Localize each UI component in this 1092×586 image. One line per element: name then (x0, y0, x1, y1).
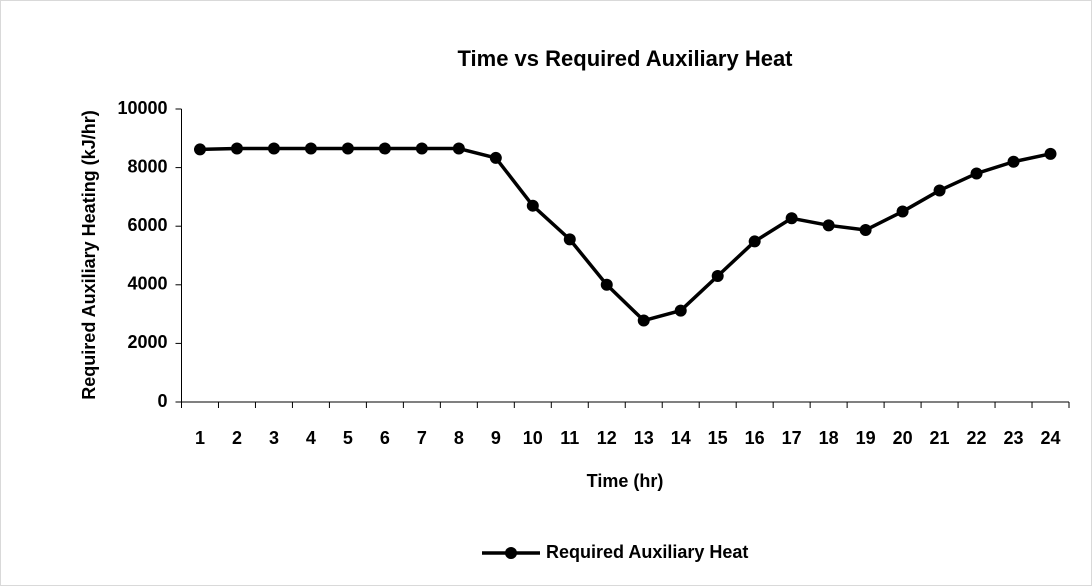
x-axis-label: Time (hr) (587, 471, 664, 491)
data-point (859, 224, 872, 237)
data-point (193, 143, 206, 156)
x-tick-label: 11 (560, 428, 579, 448)
data-point (230, 142, 243, 155)
data-point (378, 142, 391, 155)
x-tick-label: 23 (1004, 428, 1024, 448)
data-point (526, 199, 539, 212)
x-tick-label: 8 (454, 428, 464, 448)
x-tick-label: 13 (634, 428, 654, 448)
x-tick-label: 7 (417, 428, 427, 448)
data-point (970, 167, 983, 180)
x-tick-label: 2 (232, 428, 242, 448)
series-line (199, 146, 1051, 323)
x-tick-label: 12 (597, 428, 617, 448)
x-tick-label: 20 (893, 428, 913, 448)
data-point (452, 142, 465, 155)
x-tick-label: 3 (269, 428, 279, 448)
data-point (674, 304, 687, 317)
x-tick-label: 17 (782, 428, 802, 448)
y-tick-label: 8000 (127, 156, 167, 176)
data-point (711, 270, 724, 283)
legend-label: Required Auxiliary Heat (546, 542, 748, 562)
legend-marker (505, 547, 517, 559)
data-point (341, 142, 354, 155)
data-point (748, 235, 761, 248)
data-point (822, 219, 835, 232)
x-tick-label: 24 (1040, 428, 1060, 448)
data-point (933, 184, 946, 197)
x-tick-label: 6 (380, 428, 390, 448)
x-tick-label: 21 (930, 428, 950, 448)
y-tick-label: 2000 (127, 332, 167, 352)
x-tick-label: 19 (856, 428, 876, 448)
x-tick-label: 10 (523, 428, 543, 448)
x-tick-label: 14 (671, 428, 691, 448)
y-tick-label: 0 (157, 391, 167, 411)
x-tick-label: 15 (708, 428, 728, 448)
data-point (267, 142, 280, 155)
y-tick-label: 10000 (117, 98, 167, 118)
x-tick-label: 9 (491, 428, 501, 448)
y-axis-label: Required Auxiliary Heating (kJ/hr) (79, 110, 99, 399)
chart-title: Time vs Required Auxiliary Heat (457, 46, 793, 71)
data-point (637, 314, 650, 327)
x-tick-label: 22 (967, 428, 987, 448)
x-tick-label: 4 (306, 428, 316, 448)
x-tick-label: 16 (745, 428, 765, 448)
x-tick-label: 18 (819, 428, 839, 448)
data-point (1044, 147, 1057, 160)
data-point (600, 278, 613, 291)
data-point (304, 142, 317, 155)
x-tick-label: 5 (343, 428, 353, 448)
data-point (1007, 155, 1020, 168)
data-point (489, 151, 502, 164)
data-point (785, 212, 798, 225)
data-point (896, 205, 909, 218)
data-point (415, 142, 428, 155)
x-tick-label: 1 (195, 428, 205, 448)
data-point (563, 233, 576, 246)
y-tick-label: 4000 (127, 274, 167, 294)
y-tick-label: 6000 (127, 215, 167, 235)
